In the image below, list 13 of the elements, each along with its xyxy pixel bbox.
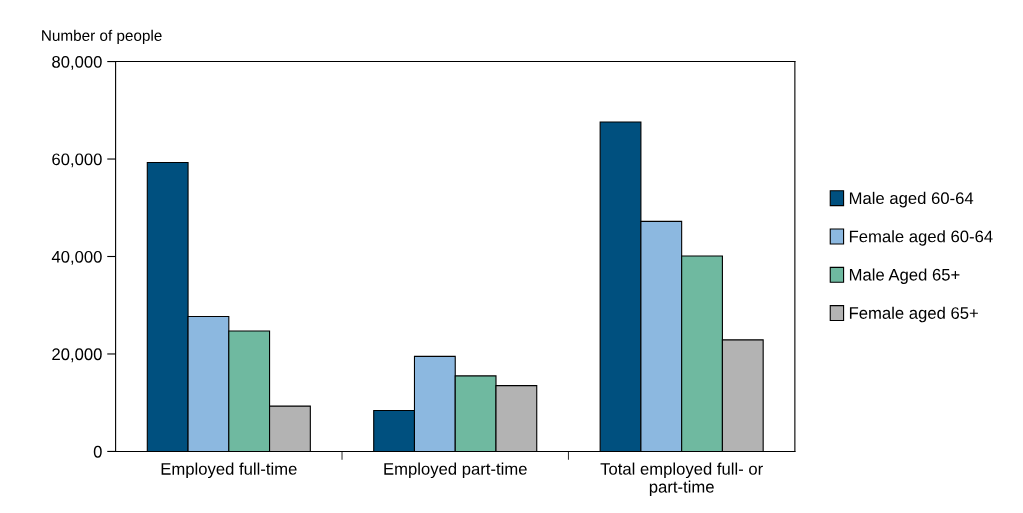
legend-label: Female aged 65+ — [849, 306, 978, 323]
y-axis-title: Number of people — [42, 29, 162, 45]
y-tick-label: 0 — [93, 445, 102, 458]
y-tick-label: 40,000 — [51, 250, 102, 265]
x-tick-label: Employed full-time — [161, 462, 297, 479]
y-tick-label: 60,000 — [52, 153, 102, 168]
legend-label: Male Aged 65+ — [849, 268, 960, 284]
x-tick-label: Employed part-time — [384, 462, 527, 479]
legend-label: Male aged 60-64 — [849, 191, 974, 208]
y-tick-label: 80,000 — [52, 55, 102, 70]
x-tick-label: Total employed full- or part-time — [600, 462, 763, 497]
legend-label: Female aged 60-64 — [849, 230, 993, 246]
y-tick-label: 20,000 — [52, 348, 102, 363]
